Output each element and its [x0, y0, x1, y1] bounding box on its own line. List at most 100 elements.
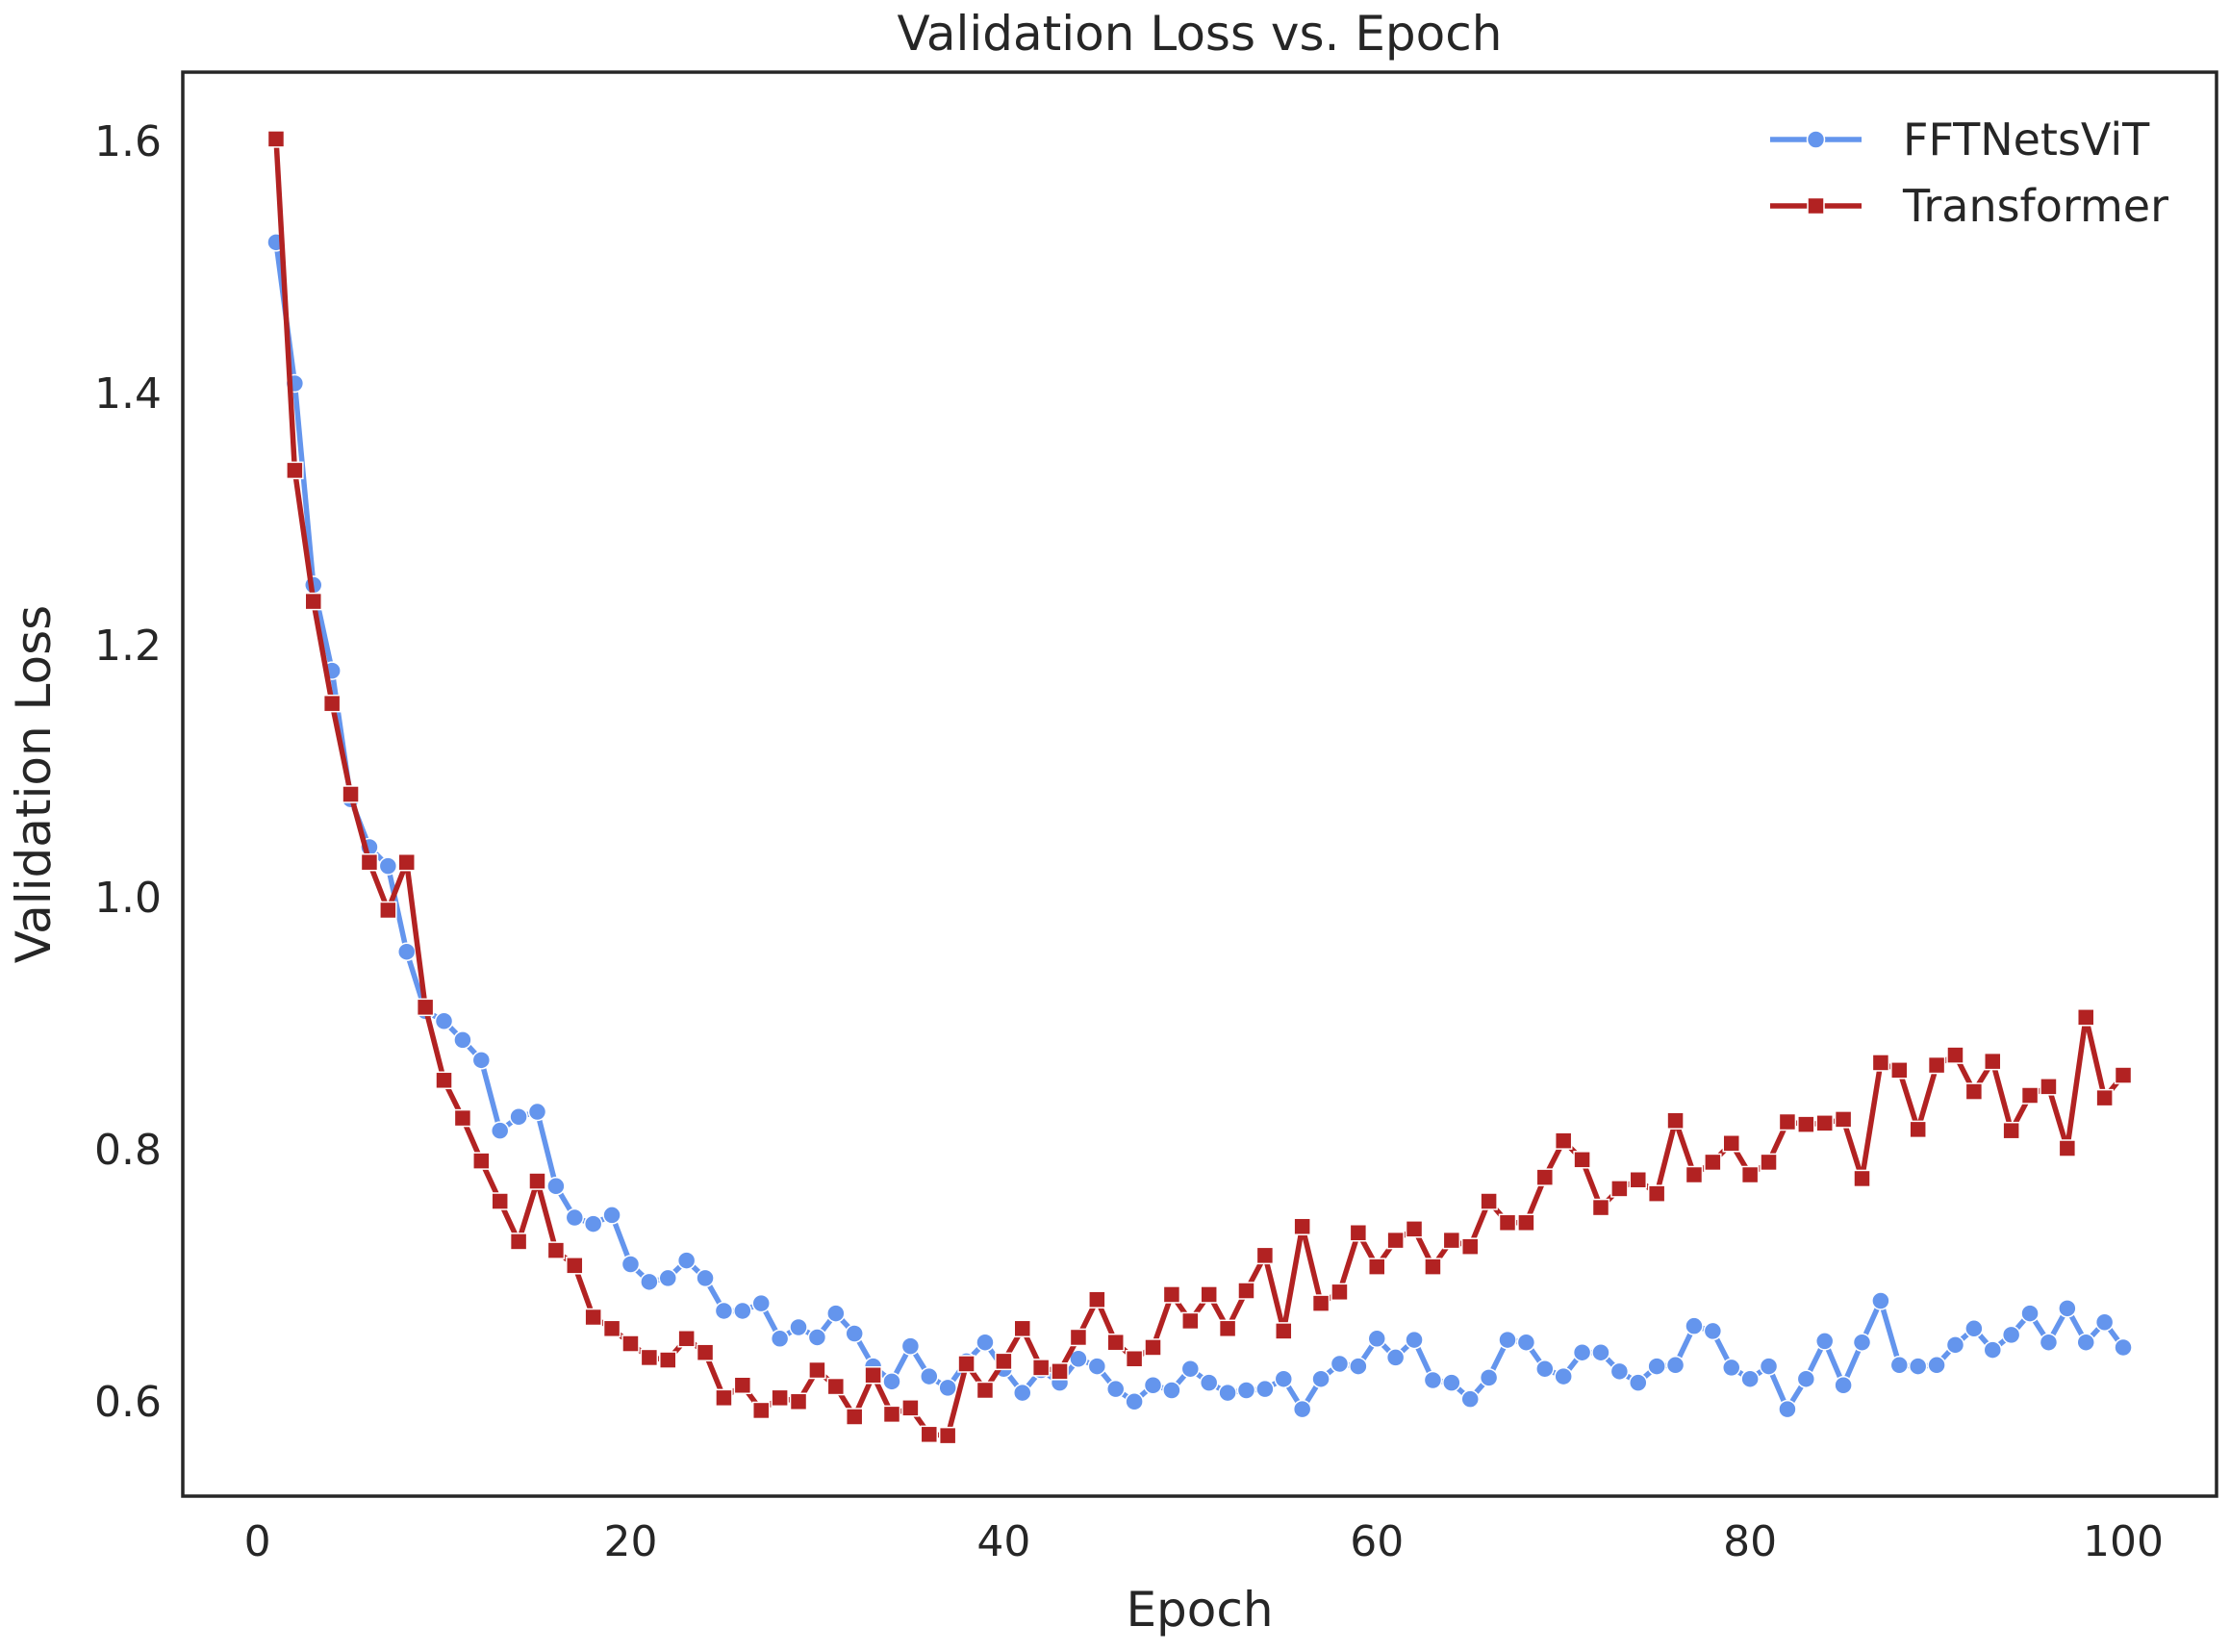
point-transformer-86	[1853, 1169, 1871, 1188]
point-fftnetsvit-50	[1180, 1359, 1201, 1379]
point-transformer-9	[416, 998, 435, 1017]
point-transformer-14	[509, 1233, 528, 1251]
point-transformer-5	[342, 785, 360, 803]
point-fftnetsvit-86	[1852, 1333, 1872, 1352]
point-transformer-69	[1535, 1168, 1555, 1186]
point-fftnetsvit-30	[807, 1328, 827, 1347]
point-fftnetsvit-72	[1591, 1342, 1610, 1362]
point-transformer-91	[1946, 1046, 1964, 1064]
point-fftnetsvit-100	[2114, 1337, 2133, 1358]
point-fftnetsvit-60	[1367, 1329, 1386, 1349]
point-transformer-73	[1610, 1180, 1629, 1198]
point-transformer-75	[1647, 1184, 1666, 1203]
point-fftnetsvit-74	[1629, 1373, 1648, 1392]
point-transformer-55	[1275, 1322, 1293, 1340]
point-fftnetsvit-52	[1218, 1383, 1237, 1403]
point-transformer-59	[1349, 1224, 1368, 1242]
point-transformer-72	[1591, 1198, 1610, 1217]
y-axis-ticks: 0.6 0.8 1.0 1.2 1.4 1.6	[94, 117, 162, 1427]
point-fftnetsvit-78	[1703, 1321, 1723, 1341]
point-transformer-42	[1031, 1359, 1051, 1377]
y-tick-label-0.8: 0.8	[94, 1126, 162, 1175]
point-transformer-67	[1498, 1213, 1517, 1233]
point-fftnetsvit-88	[1889, 1356, 1910, 1375]
point-transformer-28	[771, 1388, 789, 1408]
point-transformer-50	[1181, 1311, 1200, 1331]
point-fftnetsvit-23	[676, 1251, 697, 1270]
point-transformer-20	[621, 1334, 640, 1353]
point-fftnetsvit-83	[1796, 1369, 1816, 1388]
point-fftnetsvit-87	[1871, 1291, 1890, 1310]
point-transformer-79	[1722, 1134, 1740, 1153]
point-transformer-97	[2058, 1139, 2077, 1157]
x-tick-label-20: 20	[603, 1517, 657, 1566]
point-fftnetsvit-29	[789, 1317, 808, 1337]
point-fftnetsvit-57	[1311, 1369, 1330, 1388]
point-transformer-62	[1405, 1220, 1424, 1238]
point-fftnetsvit-71	[1572, 1342, 1592, 1362]
chart-title: Validation Loss vs. Epoch	[898, 6, 1503, 62]
legend-label-fftnetsvit: FFTNetsViT	[1903, 114, 2150, 165]
point-fftnetsvit-25	[714, 1301, 734, 1321]
point-transformer-44	[1069, 1328, 1088, 1347]
point-transformer-11	[453, 1108, 472, 1128]
point-transformer-61	[1386, 1231, 1405, 1250]
point-fftnetsvit-77	[1685, 1316, 1704, 1335]
point-fftnetsvit-79	[1721, 1358, 1741, 1378]
point-fftnetsvit-7	[378, 856, 398, 876]
point-fftnetsvit-17	[565, 1207, 585, 1228]
point-fftnetsvit-97	[2058, 1299, 2077, 1318]
point-fftnetsvit-89	[1908, 1357, 1928, 1376]
point-fftnetsvit-34	[882, 1372, 901, 1391]
point-transformer-49	[1162, 1285, 1181, 1304]
point-transformer-80	[1740, 1165, 1760, 1184]
point-fftnetsvit-13	[490, 1121, 510, 1140]
point-transformer-15	[528, 1172, 546, 1190]
point-transformer-77	[1685, 1165, 1704, 1184]
point-transformer-63	[1424, 1258, 1442, 1276]
point-fftnetsvit-51	[1199, 1373, 1219, 1392]
point-transformer-87	[1871, 1054, 1890, 1072]
point-fftnetsvit-37	[938, 1378, 957, 1398]
point-fftnetsvit-41	[1013, 1383, 1032, 1403]
point-fftnetsvit-84	[1814, 1332, 1835, 1351]
point-transformer-78	[1704, 1153, 1722, 1172]
point-transformer-17	[566, 1257, 584, 1275]
point-fftnetsvit-36	[920, 1366, 939, 1386]
point-fftnetsvit-8	[396, 942, 417, 961]
point-transformer-70	[1554, 1131, 1573, 1150]
x-tick-label-40: 40	[976, 1517, 1030, 1566]
point-fftnetsvit-20	[621, 1255, 641, 1274]
point-transformer-88	[1890, 1061, 1909, 1080]
point-transformer-94	[2002, 1121, 2020, 1140]
point-fftnetsvit-49	[1162, 1381, 1181, 1400]
point-fftnetsvit-14	[509, 1107, 528, 1127]
point-transformer-33	[864, 1366, 882, 1385]
point-fftnetsvit-24	[696, 1268, 715, 1288]
point-fftnetsvit-68	[1516, 1333, 1536, 1352]
point-transformer-45	[1088, 1290, 1106, 1309]
point-fftnetsvit-44	[1069, 1349, 1088, 1368]
point-fftnetsvit-94	[2001, 1325, 2021, 1345]
point-transformer-76	[1666, 1111, 1685, 1130]
x-tick-label-100: 100	[2083, 1517, 2164, 1566]
point-fftnetsvit-16	[546, 1177, 566, 1196]
point-transformer-99	[2095, 1088, 2114, 1107]
point-transformer-22	[659, 1351, 677, 1369]
point-fftnetsvit-15	[527, 1102, 547, 1122]
point-fftnetsvit-96	[2039, 1333, 2059, 1352]
y-tick-label-1.4: 1.4	[94, 369, 162, 419]
point-transformer-4	[322, 694, 342, 713]
point-fftnetsvit-98	[2076, 1333, 2095, 1352]
point-fftnetsvit-76	[1665, 1356, 1685, 1375]
y-tick-label-1.0: 1.0	[94, 874, 162, 923]
point-fftnetsvit-64	[1442, 1373, 1461, 1392]
point-transformer-56	[1293, 1217, 1311, 1235]
series-line-fftnetsvit	[273, 240, 2126, 1412]
point-transformer-35	[901, 1399, 920, 1417]
point-fftnetsvit-54	[1255, 1379, 1275, 1399]
point-transformer-7	[379, 901, 397, 920]
point-transformer-83	[1797, 1115, 1815, 1133]
x-tick-label-0: 0	[244, 1517, 271, 1566]
